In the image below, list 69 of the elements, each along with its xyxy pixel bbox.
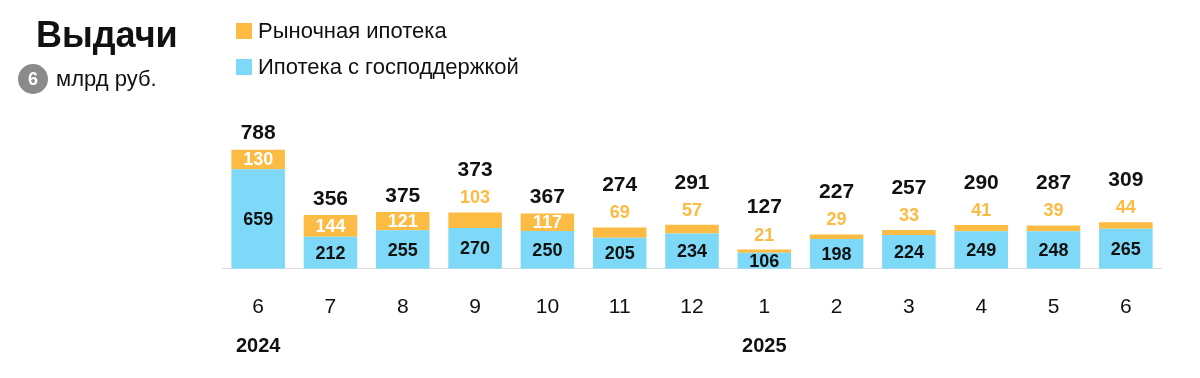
x-tick-label: 8 [396, 294, 409, 318]
total-label: 257 [891, 174, 927, 198]
data-label: 224 [893, 241, 924, 262]
legend-label: Рыночная ипотека [258, 18, 447, 44]
total-label: 356 [312, 185, 348, 209]
x-tick-label: 10 [535, 294, 560, 318]
x-tick-label: 3 [903, 294, 915, 318]
total-label: 127 [746, 194, 782, 218]
x-tick-label: 12 [680, 294, 704, 318]
total-label: 274 [602, 172, 638, 196]
data-label: 270 [460, 238, 491, 259]
bar [1026, 225, 1081, 232]
bar [737, 249, 792, 253]
data-label: 33 [898, 204, 919, 225]
data-label: 249 [966, 239, 997, 260]
data-label: 130 [243, 149, 274, 170]
data-label: 41 [971, 199, 992, 220]
data-label: 117 [532, 212, 562, 233]
data-label: 39 [1043, 200, 1064, 221]
bar [592, 227, 647, 238]
text: 2025 [742, 334, 787, 357]
data-label: 248 [1038, 240, 1069, 261]
x-tick-label: 11 [608, 294, 631, 318]
text: 6 [18, 64, 48, 94]
total-label: 375 [385, 182, 421, 206]
data-label: 205 [604, 243, 635, 264]
bar [882, 229, 936, 235]
bar [448, 212, 502, 229]
bar [809, 234, 864, 239]
x-tick-label: 6 [252, 294, 264, 318]
x-tick-label: 9 [469, 294, 481, 318]
data-label: 234 [676, 241, 708, 262]
data-label: 103 [460, 187, 491, 208]
bar [954, 225, 1008, 232]
data-label: 29 [826, 209, 847, 230]
bar [1099, 222, 1153, 229]
data-label: 198 [821, 243, 852, 264]
x-tick-label: 2 [830, 294, 843, 318]
total-label: 227 [819, 179, 855, 203]
data-label: 255 [387, 239, 418, 260]
text: 2024 [235, 334, 282, 357]
data-label: 57 [681, 199, 703, 220]
data-label: 44 [1115, 197, 1136, 218]
legend-label: Ипотека с господдержкой [258, 54, 519, 80]
x-tick-label: 4 [975, 294, 988, 318]
total-label: 291 [674, 169, 710, 193]
bar [665, 224, 719, 234]
chart-subtitle: млрд руб. [56, 66, 157, 92]
data-label: 250 [532, 239, 563, 260]
total-label: 367 [529, 184, 565, 208]
bar [231, 169, 285, 269]
total-label: 788 [240, 120, 276, 144]
data-label: 659 [243, 209, 274, 230]
data-label: 21 [754, 224, 775, 245]
x-tick-label: 6 [1120, 294, 1132, 318]
data-label: 69 [609, 202, 630, 223]
data-label: 106 [749, 250, 780, 271]
data-label: 265 [1110, 238, 1141, 259]
total-label: 287 [1036, 170, 1072, 194]
total-label: 290 [963, 169, 999, 193]
x-tick-label: 7 [324, 294, 337, 318]
x-tick-label: 5 [1047, 294, 1060, 318]
total-label: 373 [457, 157, 493, 181]
total-label: 309 [1108, 166, 1144, 190]
chart-title: Выдачи [36, 14, 178, 56]
data-label: 121 [387, 211, 418, 232]
data-label: 144 [315, 215, 346, 236]
x-tick-label: 1 [758, 294, 771, 318]
data-label: 212 [315, 242, 346, 263]
